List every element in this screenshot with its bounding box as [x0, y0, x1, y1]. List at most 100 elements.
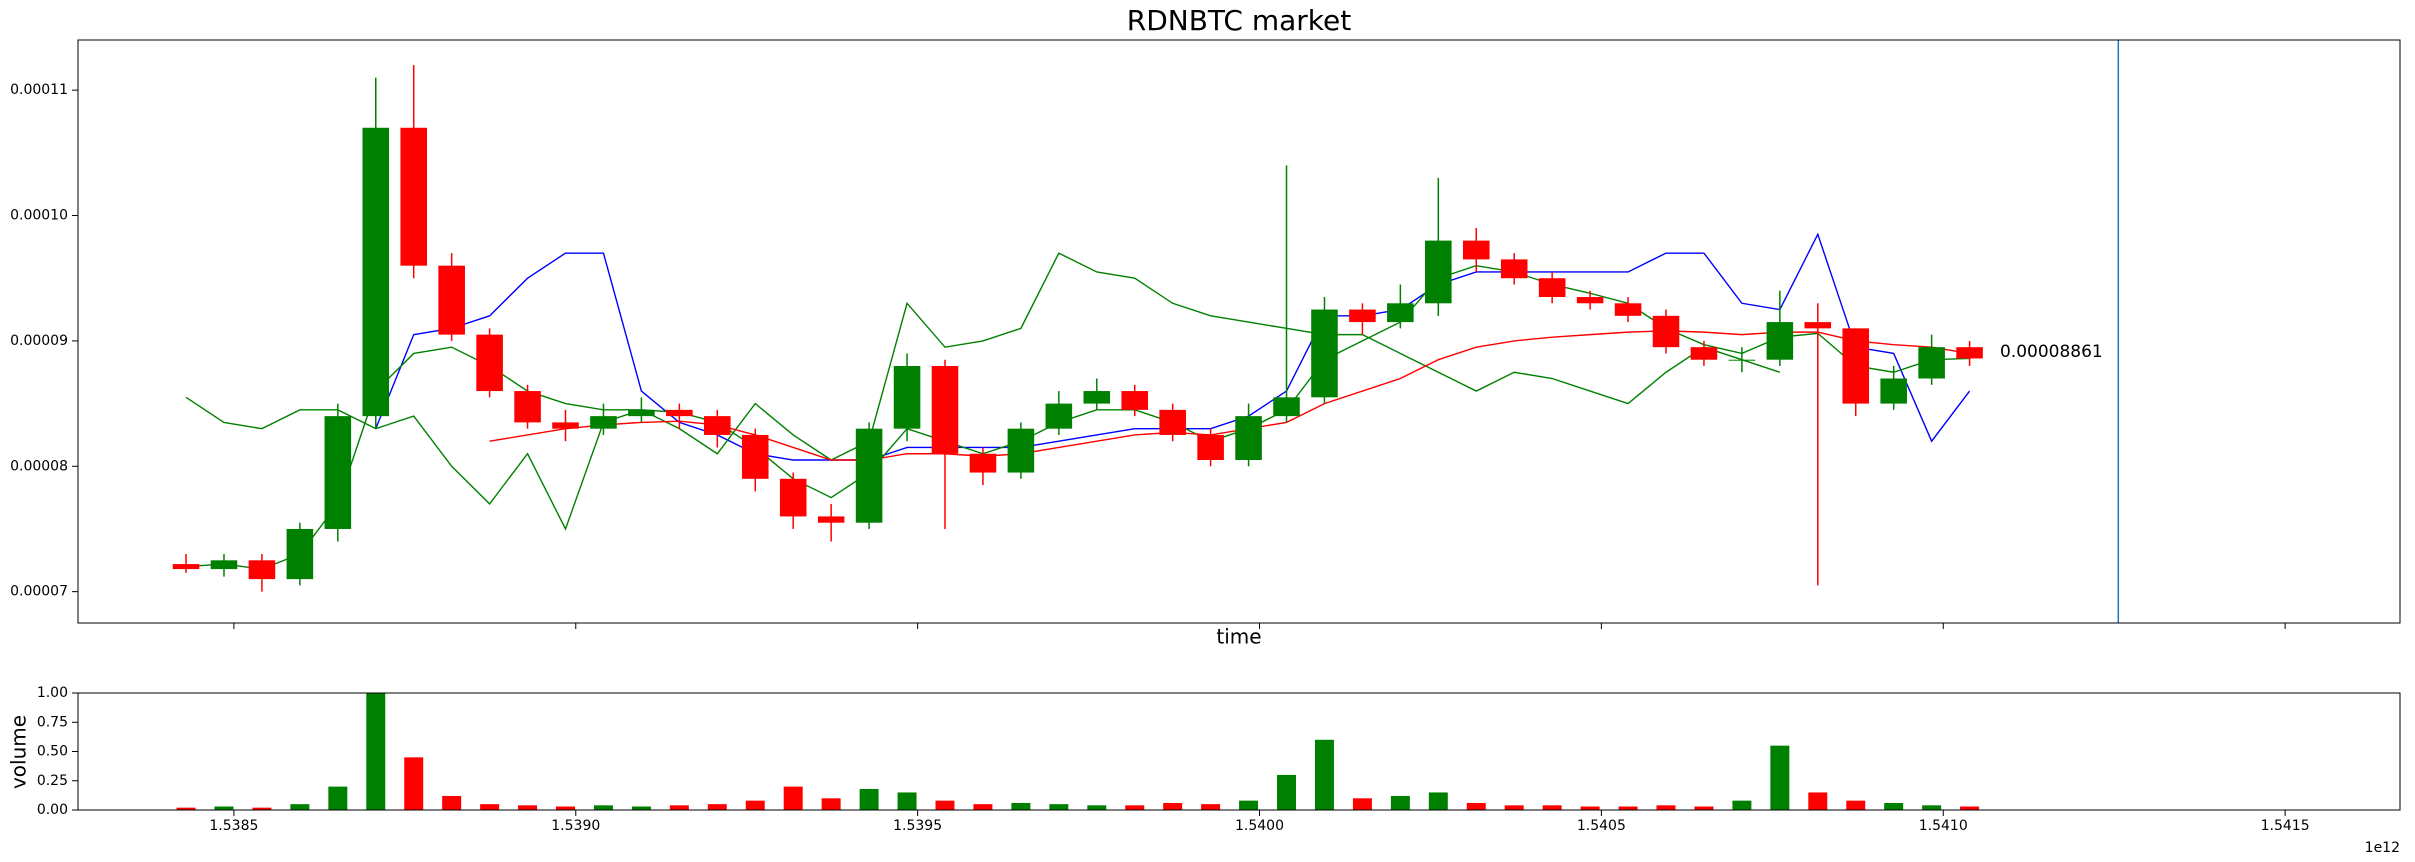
volume-bar: [1087, 805, 1107, 810]
volume-bar: [745, 800, 765, 810]
volume-bar: [1770, 745, 1790, 810]
volume-bar: [1656, 805, 1676, 810]
candle-body: [817, 516, 845, 523]
candle-body: [1387, 303, 1414, 323]
volume-bar: [1125, 805, 1145, 810]
candle-body: [552, 422, 579, 429]
x-tick-label: 1.5405: [1577, 818, 1626, 834]
candle-body: [590, 416, 617, 429]
candle-body: [400, 127, 428, 266]
axes-frame: [77, 39, 2401, 624]
candle-body: [1349, 309, 1376, 323]
candle-body: [1956, 347, 1983, 359]
candle-body: [1197, 434, 1224, 461]
candle-body: [1045, 403, 1073, 429]
volume-bar: [859, 788, 879, 810]
volume-bar: [935, 800, 955, 810]
indicator-line: [489, 330, 1970, 461]
volume-bar: [1201, 804, 1221, 810]
candle-body: [1500, 259, 1528, 279]
volume-bar: [1049, 804, 1069, 810]
volume-bar: [442, 795, 462, 810]
volume-bar: [631, 806, 651, 810]
volume-bar: [1352, 798, 1372, 810]
candle-body: [1121, 391, 1149, 410]
volume-bar: [669, 805, 689, 810]
candle-body: [1918, 347, 1945, 379]
candle-body: [1728, 359, 1756, 361]
volume-bar: [1428, 792, 1448, 810]
volume-bar: [556, 806, 575, 810]
candle-body: [324, 416, 352, 529]
candle-body: [1690, 347, 1718, 360]
candle-body: [1576, 297, 1604, 304]
candle-body: [210, 560, 238, 570]
candle-body: [741, 434, 769, 479]
y-tick-label: 0.00011: [10, 82, 68, 98]
axes-frame: [77, 692, 2401, 811]
candle-body: [248, 560, 276, 580]
y-tick-label: 0.00008: [10, 458, 68, 474]
x-tick-label: 1.5410: [1919, 818, 1968, 834]
candle-body: [704, 416, 731, 435]
volume-bar: [1011, 802, 1031, 810]
volume-bar: [1542, 805, 1562, 810]
candle-body: [1652, 315, 1680, 348]
y-tick-label: 0.50: [37, 744, 68, 760]
candle-body: [855, 428, 883, 523]
candle-body: [1804, 322, 1832, 329]
volume-bar: [593, 805, 613, 810]
y-tick-label: 0.00: [37, 802, 68, 818]
volume-bar: [783, 786, 803, 810]
y-axis-label: volume: [7, 715, 31, 789]
volume-bar: [214, 806, 234, 810]
candle-body: [1880, 378, 1907, 404]
y-tick-label: 0.25: [37, 773, 68, 789]
x-tick-label: 1.5400: [1235, 818, 1284, 834]
candle-body: [476, 334, 503, 392]
candle-body: [286, 528, 314, 580]
candle-body: [1766, 322, 1794, 360]
volume-bar: [821, 798, 841, 810]
candle-body: [1007, 428, 1035, 473]
volume-bar: [1694, 806, 1714, 810]
candle-body: [1083, 391, 1111, 404]
x-axis-label: time: [1216, 625, 1261, 649]
candle-body: [172, 564, 200, 570]
indicator-line: [185, 252, 1781, 531]
candle-body: [1425, 240, 1452, 304]
volume-bar: [290, 804, 310, 810]
volume-bar: [404, 757, 424, 810]
candle-body: [438, 265, 465, 335]
volume-bar: [897, 792, 917, 810]
volume-bar: [252, 807, 272, 810]
y-tick-label: 1.00: [37, 685, 68, 701]
volume-bar: [1314, 739, 1334, 810]
volume-bar: [973, 804, 993, 810]
volume-bar: [1163, 802, 1183, 810]
volume-bar: [480, 804, 500, 810]
candle-body: [1462, 240, 1490, 260]
candle-body: [362, 127, 390, 417]
y-tick-label: 0.75: [37, 714, 68, 730]
candle-body: [1614, 303, 1642, 316]
annotation: 0.00008861: [2000, 342, 2103, 362]
x-tick-label: 1.5415: [2261, 818, 2310, 834]
candle-body: [514, 391, 541, 423]
volume-bar: [1504, 805, 1524, 810]
volume-bar: [518, 805, 538, 810]
volume-bar: [1884, 802, 1904, 810]
volume-bar: [1466, 802, 1486, 810]
candle-body: [1273, 397, 1300, 417]
candle-body: [1538, 278, 1566, 298]
x-tick-label: 1.5395: [893, 818, 942, 834]
volume-bar: [1390, 795, 1410, 810]
volume-bar: [1960, 806, 1980, 810]
x-tick-label: 1.5385: [209, 818, 258, 834]
y-tick-label: 0.00009: [10, 333, 68, 349]
volume-bar: [366, 693, 386, 810]
candle-body: [969, 453, 997, 473]
volume-bar: [1808, 792, 1828, 810]
volume-bar: [1732, 800, 1752, 810]
